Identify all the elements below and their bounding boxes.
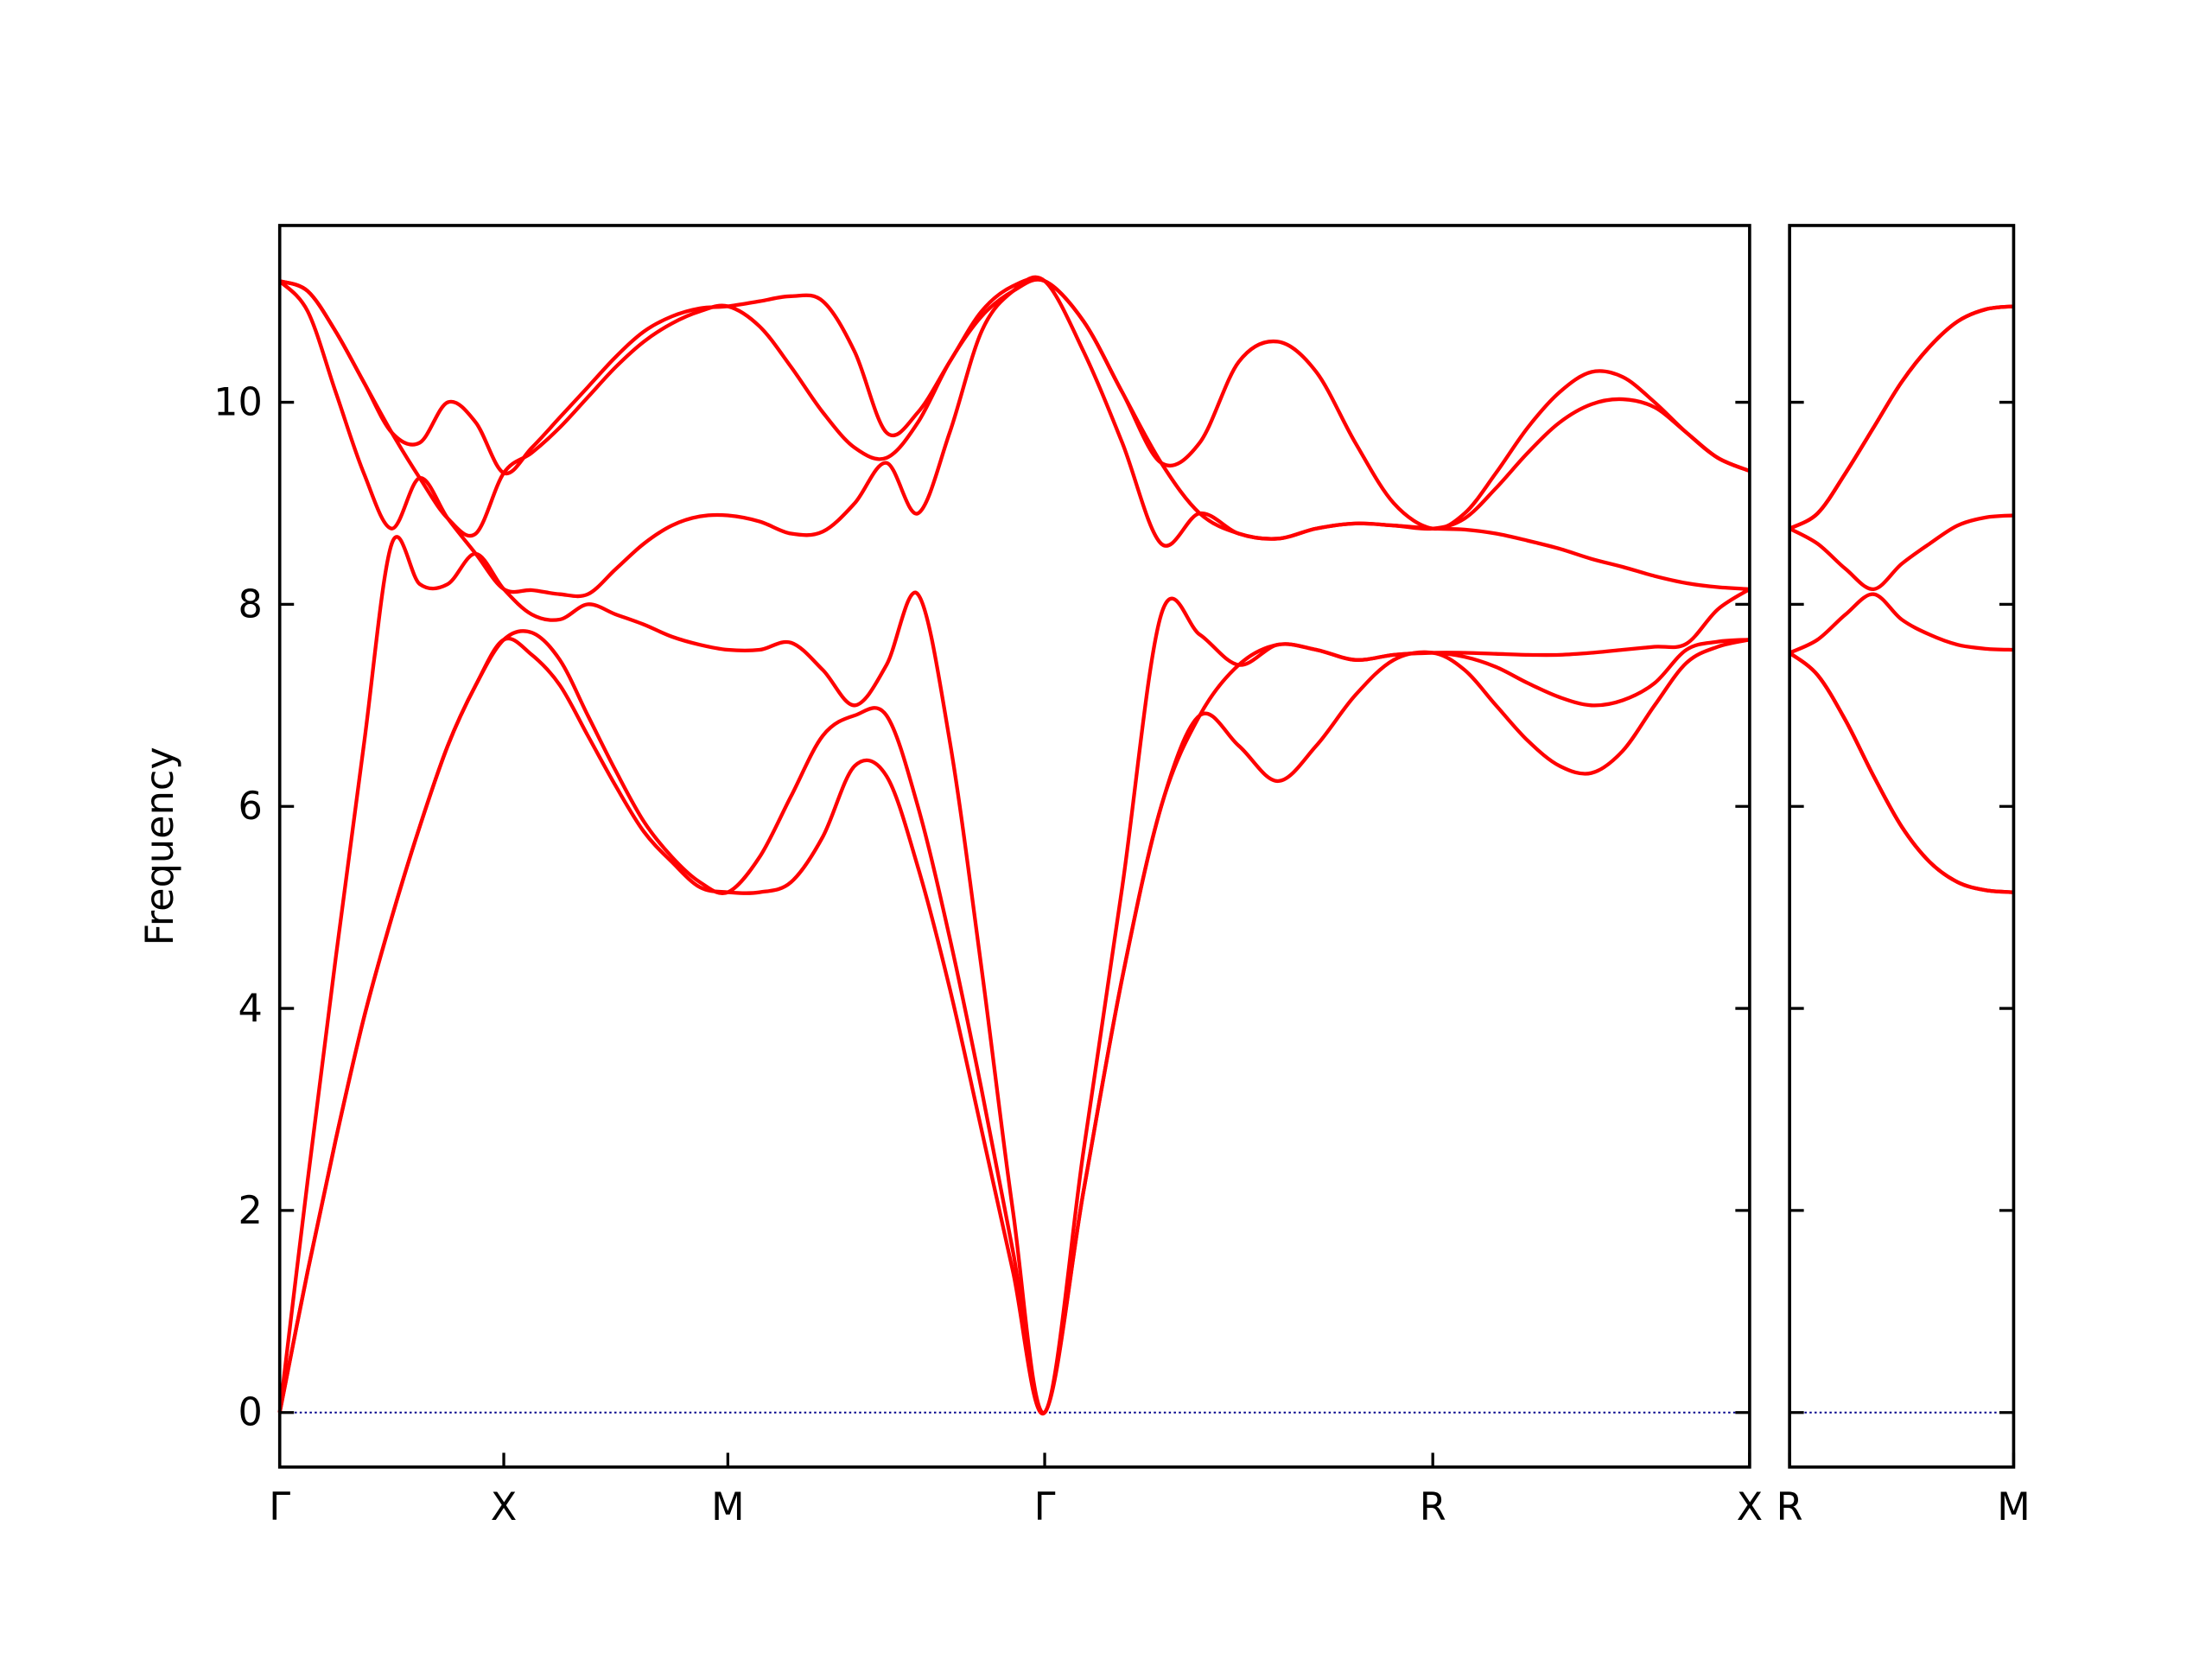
plot-frame: [1788, 224, 2016, 1469]
x-tick-label: Γ: [1034, 1484, 1056, 1529]
y-tick-label: 0: [238, 1390, 263, 1435]
band-line: [1789, 592, 2014, 655]
x-tick-label: M: [711, 1484, 744, 1529]
band-line: [1788, 651, 2014, 894]
band-line: [278, 275, 1751, 599]
band-line: [1789, 513, 2014, 592]
band-line: [1789, 304, 2014, 531]
x-tick-label: X: [1737, 1484, 1764, 1529]
plot-frame: [277, 224, 1751, 1469]
y-tick-label: 6: [238, 784, 263, 829]
x-tick-label: M: [1997, 1484, 2030, 1529]
x-tick-label: Γ: [269, 1484, 290, 1529]
x-tick-label: X: [491, 1484, 518, 1529]
y-tick-label: 10: [213, 380, 263, 425]
x-tick-label: R: [1420, 1484, 1446, 1529]
band-line: [278, 276, 1751, 531]
y-tick-label: 4: [238, 986, 263, 1031]
y-tick-label: 8: [238, 582, 263, 626]
band-line: [277, 535, 1751, 1415]
band-line: [277, 629, 1751, 1415]
y-axis-label: Frequency: [137, 747, 182, 945]
y-tick-label: 2: [238, 1188, 263, 1233]
x-tick-label: R: [1777, 1484, 1803, 1529]
